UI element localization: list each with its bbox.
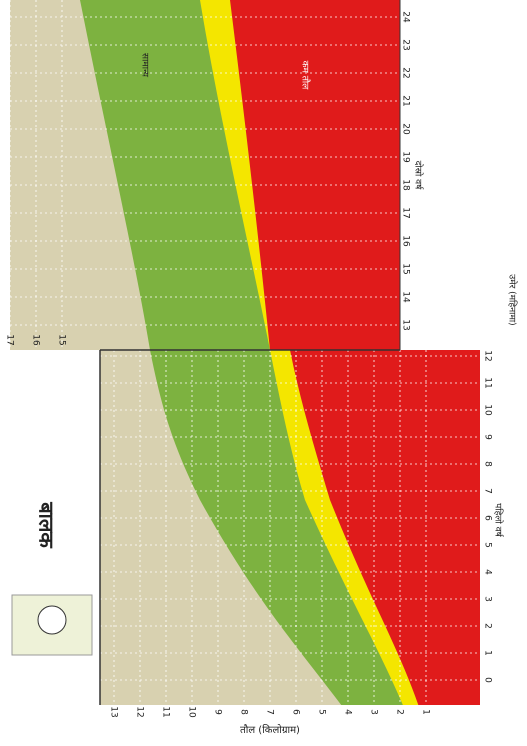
weight-tick-label: 6 [291,709,301,715]
weight-tick-label: 16 [31,334,41,346]
month-tick-label: 9 [483,434,493,440]
band-label: सामान्य [140,53,150,78]
month-tick-label: 7 [483,488,493,494]
month-tick-label: 12 [483,350,493,361]
month-tick-label: 21 [401,95,411,106]
month-tick-label: 13 [401,319,411,330]
weight-tick-label: 7 [265,709,275,715]
weight-tick-label: 10 [187,706,197,718]
year-label: दोस्रो वर्ष [413,161,425,191]
month-tick-label: 16 [401,235,411,247]
month-tick-label: 5 [483,542,493,548]
month-tick-label: 8 [483,461,493,467]
weight-tick-label: 9 [213,709,223,715]
weight-tick-label: 13 [109,706,119,717]
month-tick-label: 3 [483,596,493,602]
child-icon [37,605,67,635]
month-tick-label: 11 [483,377,493,388]
weight-tick-label: 3 [369,709,379,715]
month-tick-label: 18 [401,179,411,191]
month-tick-label: 4 [483,569,493,575]
month-tick-label: 24 [401,11,411,23]
weight-tick-label: 4 [343,709,353,715]
weight-tick-label: 17 [5,334,15,345]
month-tick-label: 20 [401,123,411,135]
month-tick-label: 17 [401,207,411,218]
y-axis-label: तौल (किलोग्राम) [240,724,300,736]
weight-tick-label: 12 [135,706,145,717]
weight-tick-label: 2 [395,709,405,715]
year-label: पहिलो वर्ष [493,503,505,538]
title: बालक [35,501,59,549]
month-tick-label: 23 [401,39,411,50]
month-tick-label: 6 [483,515,493,521]
x-axis-label: उमेर (महिनामा) [507,274,519,325]
month-tick-label: 0 [483,677,493,683]
weight-tick-label: 11 [161,706,171,717]
month-tick-label: 2 [483,623,493,629]
weight-tick-label: 15 [57,334,67,345]
month-tick-label: 19 [401,151,411,163]
band-label: कम तौल [300,61,312,91]
weight-tick-label: 8 [239,709,249,715]
weight-tick-label: 1 [421,709,431,715]
month-tick-label: 1 [483,650,493,656]
month-tick-label: 14 [401,291,411,303]
weight-tick-label: 5 [317,709,327,715]
month-tick-label: 15 [401,263,411,274]
month-tick-label: 10 [483,404,493,416]
month-tick-label: 22 [401,67,411,78]
